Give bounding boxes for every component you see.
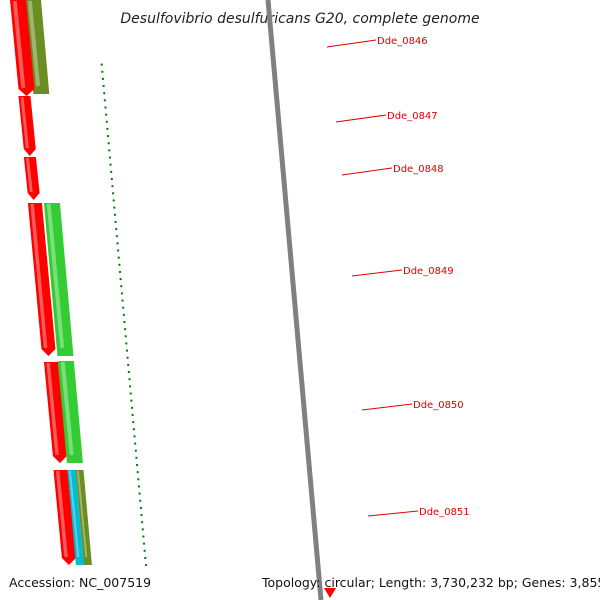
reverse-gene-block-highlight: [12, 0, 26, 89]
forward-gene-block-highlight: [68, 470, 80, 558]
reverse-gene-block-highlight: [46, 362, 59, 456]
topology-text: Topology: circular; Length: 3,730,232 bp…: [262, 575, 600, 590]
reverse-gene-block: [23, 157, 40, 200]
gene-labels: Dde_0846 Dde_0847 Dde_0848 Dde_0849 Dde_0850…: [326, 36, 470, 518]
forward-gene-block: [25, 0, 50, 94]
gene-leader-line: [326, 39, 377, 48]
gene-leader-line: [341, 167, 393, 176]
gene-leader-line: [351, 269, 403, 277]
reverse-gene-block-highlight: [30, 203, 48, 349]
genome-backbone: [265, 0, 324, 600]
reverse-gene-block: [324, 588, 336, 598]
forward-gene-block: [75, 470, 92, 565]
forward-gene-block-highlight: [60, 361, 74, 456]
forward-gene-block: [57, 361, 83, 463]
reverse-gene-block: [18, 96, 36, 156]
reverse-gene-block-highlight: [55, 470, 68, 558]
gene-label: Dde_0848: [393, 164, 444, 175]
forward-gene-block-highlight: [27, 0, 41, 87]
gene-leader-line: [367, 510, 419, 517]
gene-leader-line: [361, 403, 413, 411]
reverse-gene-block: [43, 362, 67, 463]
gene-label: Dde_0850: [413, 400, 464, 411]
gene-leader-line: [335, 114, 387, 123]
reverse-gene-block-highlight: [25, 157, 33, 193]
minor-tick-marks: [100, 63, 147, 567]
gene-label: Dde_0847: [387, 111, 438, 122]
reverse-gene-block: [27, 203, 56, 356]
gene-features: [10, 0, 336, 598]
reverse-gene-block: [10, 0, 35, 96]
gene-label: Dde_0849: [403, 266, 454, 277]
forward-gene-block-highlight: [76, 470, 88, 558]
forward-gene-block: [67, 470, 84, 565]
reverse-gene-block-highlight: [20, 96, 29, 149]
gene-label: Dde_0846: [377, 36, 428, 47]
reverse-gene-block: [53, 470, 76, 565]
forward-gene-block-highlight: [46, 203, 65, 349]
accession-text: Accession: NC_007519: [9, 575, 152, 590]
forward-gene-block: [43, 203, 74, 356]
map-title: Desulfovibrio desulfuricans G20, complet…: [120, 11, 479, 27]
gene-label: Dde_0851: [419, 507, 470, 518]
